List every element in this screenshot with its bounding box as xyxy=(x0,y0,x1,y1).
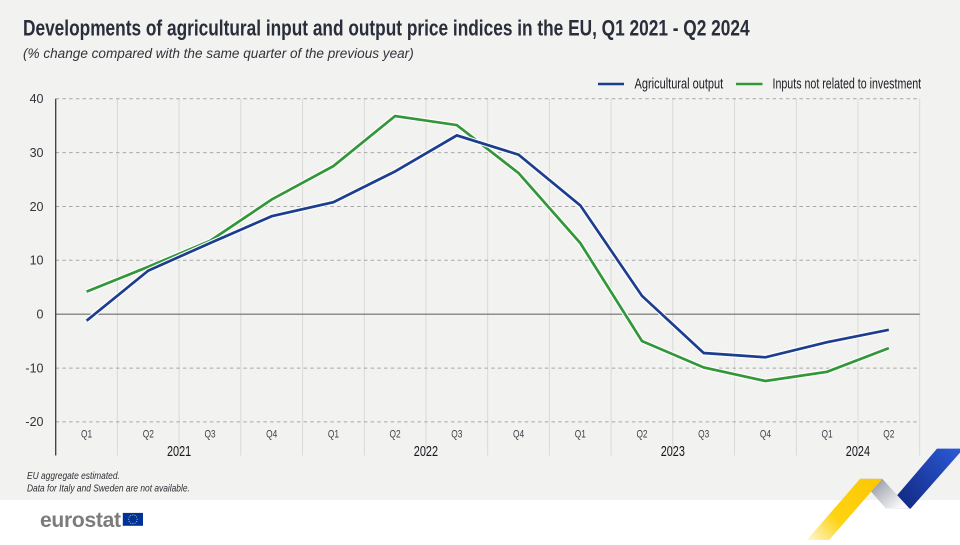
svg-text:30: 30 xyxy=(30,146,44,160)
svg-text:0: 0 xyxy=(37,308,44,322)
svg-text:Agricultural output: Agricultural output xyxy=(635,75,724,92)
svg-text:Q1: Q1 xyxy=(575,428,586,440)
svg-text:Q3: Q3 xyxy=(451,428,462,440)
svg-text:Q1: Q1 xyxy=(822,428,833,440)
svg-text:10: 10 xyxy=(30,254,44,268)
svg-text:Q4: Q4 xyxy=(513,428,525,440)
svg-text:Q2: Q2 xyxy=(636,428,647,440)
svg-text:(% change compared with the sa: (% change compared with the same quarter… xyxy=(23,46,414,61)
svg-text:Data for Italy and Sweden are: Data for Italy and Sweden are not availa… xyxy=(27,483,190,495)
svg-text:Q4: Q4 xyxy=(760,428,772,440)
svg-text:2022: 2022 xyxy=(414,442,438,459)
svg-text:2023: 2023 xyxy=(661,442,685,459)
svg-text:20: 20 xyxy=(30,200,44,214)
svg-text:Q2: Q2 xyxy=(883,428,894,440)
svg-text:-20: -20 xyxy=(25,415,43,429)
svg-text:2021: 2021 xyxy=(167,442,191,459)
svg-text:-10: -10 xyxy=(25,361,43,375)
svg-text:Q1: Q1 xyxy=(81,428,92,440)
svg-text:2024: 2024 xyxy=(846,442,870,459)
svg-text:Developments of agricultural i: Developments of agricultural input and o… xyxy=(23,16,750,41)
svg-text:EU aggregate estimated.: EU aggregate estimated. xyxy=(27,470,120,482)
svg-text:Q4: Q4 xyxy=(266,428,278,440)
svg-text:Inputs not related to investme: Inputs not related to investment xyxy=(773,75,922,92)
svg-text:Q3: Q3 xyxy=(698,428,709,440)
svg-text:eurostat: eurostat xyxy=(40,508,121,532)
svg-text:Q3: Q3 xyxy=(204,428,215,440)
svg-text:Q1: Q1 xyxy=(328,428,339,440)
svg-text:40: 40 xyxy=(30,92,44,106)
svg-text:Q2: Q2 xyxy=(390,428,401,440)
svg-text:Q2: Q2 xyxy=(143,428,154,440)
